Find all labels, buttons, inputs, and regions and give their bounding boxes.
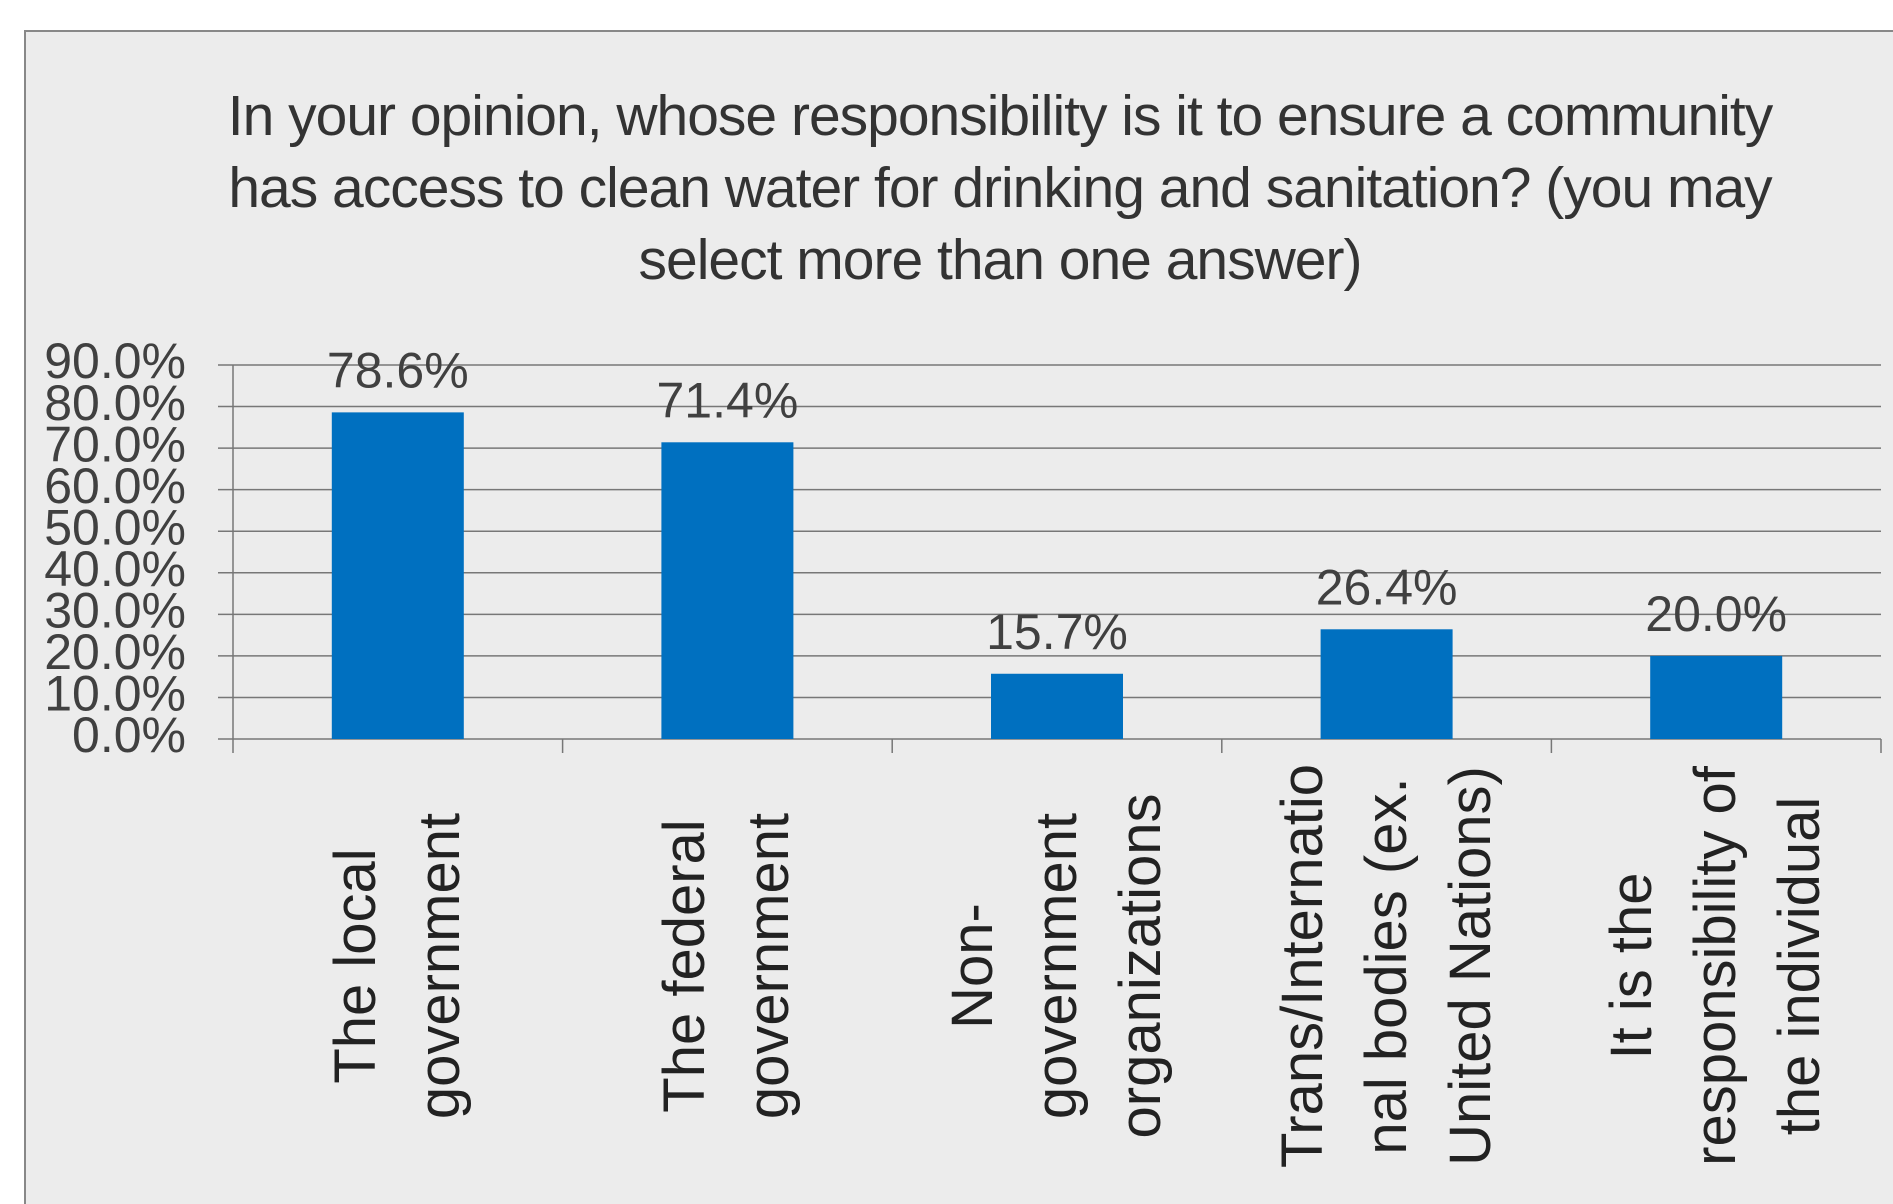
y-tick-label: 90.0% bbox=[44, 333, 186, 389]
x-tick-label: Non-government organizations bbox=[940, 793, 1173, 1139]
y-tick-label: 60.0% bbox=[44, 458, 186, 514]
x-tick-label: The federal government bbox=[652, 812, 802, 1120]
bar bbox=[331, 412, 464, 739]
x-tick-label: Trans/International bodies (ex. United N… bbox=[1269, 763, 1503, 1169]
bar bbox=[991, 673, 1123, 739]
y-tick-label: 10.0% bbox=[44, 666, 186, 722]
x-tick-label: It is the responsibility of the individu… bbox=[1599, 766, 1833, 1166]
y-tick-label: 50.0% bbox=[44, 499, 186, 555]
y-tick-label: 0.0% bbox=[72, 707, 186, 763]
value-label: 20.0% bbox=[1645, 586, 1787, 642]
y-tick-label: 80.0% bbox=[44, 375, 186, 431]
bar bbox=[1650, 655, 1783, 739]
bar bbox=[1320, 629, 1453, 739]
x-tick-label: The local government bbox=[322, 812, 472, 1120]
value-label: 15.7% bbox=[986, 604, 1128, 660]
chart-title: In your opinion, whose responsibility is… bbox=[227, 84, 1773, 292]
value-label: 71.4% bbox=[657, 372, 799, 428]
y-tick-label: 40.0% bbox=[44, 541, 186, 597]
y-tick-label: 70.0% bbox=[44, 416, 186, 472]
y-tick-label: 30.0% bbox=[44, 583, 186, 639]
value-label: 78.6% bbox=[327, 343, 469, 399]
value-label: 26.4% bbox=[1316, 559, 1458, 615]
bar bbox=[661, 442, 794, 739]
y-tick-label: 20.0% bbox=[44, 624, 186, 680]
